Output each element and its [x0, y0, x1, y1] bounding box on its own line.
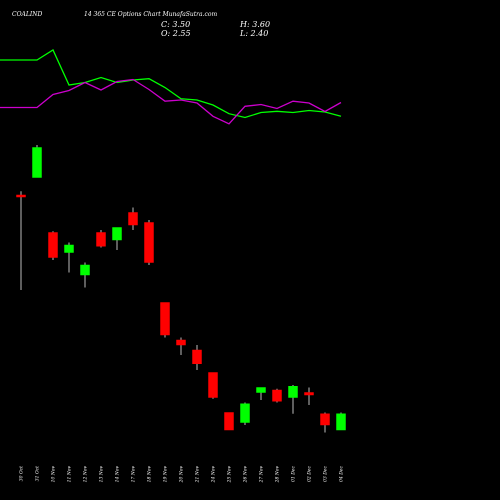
candle — [16, 191, 26, 290]
candle — [64, 242, 74, 273]
x-tick-label: 19 Nov — [163, 466, 169, 483]
x-tick-label: 12 Nov — [83, 466, 89, 483]
x-tick-label: 30 Oct — [19, 466, 25, 481]
open-value: O: 2.55 — [161, 29, 191, 38]
candle — [176, 337, 186, 355]
magenta-line — [0, 78, 342, 125]
candle — [96, 230, 106, 248]
x-tick-label: 17 Nov — [131, 466, 137, 483]
candle — [320, 412, 330, 433]
x-tick-label: 27 Nov — [259, 466, 265, 484]
x-tick-label: 11 Nov — [67, 466, 73, 483]
candle — [256, 387, 266, 400]
x-tick-label: 26 Nov — [243, 466, 249, 484]
candle-body — [16, 194, 26, 198]
candle-body — [96, 232, 106, 247]
x-tick-label: 20 Nov — [179, 466, 185, 484]
candle-body — [304, 392, 314, 396]
x-tick-label: 02 Dec — [307, 466, 313, 482]
x-tick-label: 10 Nov — [51, 466, 57, 483]
candle — [224, 412, 234, 431]
candle — [288, 385, 298, 414]
candle — [32, 145, 42, 178]
candle-body — [112, 227, 122, 241]
symbol-label: COALIND — [12, 11, 42, 18]
x-tick-label: 24 Nov — [211, 466, 217, 484]
chart-title: 14 365 CE Options Chart MunafaSutra.com — [84, 11, 218, 18]
candle-body — [48, 232, 58, 258]
candle — [192, 345, 202, 370]
x-tick-label: 25 Nov — [227, 466, 233, 484]
candle-body — [208, 372, 218, 398]
green-line — [0, 49, 342, 119]
x-axis-labels: 30 Oct 31 Oct 10 Nov 11 Nov 12 Nov 13 Nov 14 N… — [19, 466, 345, 484]
candle-body — [128, 212, 138, 226]
candles — [16, 145, 346, 433]
candle-body — [272, 389, 282, 402]
candle-body — [256, 387, 266, 393]
x-tick-label: 31 Oct — [35, 466, 41, 481]
candle-body — [240, 403, 250, 423]
candle-body — [144, 222, 154, 263]
candle — [128, 207, 138, 230]
candle-body — [288, 386, 298, 398]
candle-body — [176, 339, 186, 346]
x-tick-label: 03 Dec — [323, 466, 329, 482]
x-tick-label: 21 Nov — [195, 466, 201, 484]
candle-body — [336, 413, 346, 431]
x-tick-label: 01 Dec — [291, 466, 297, 482]
candle-body — [80, 264, 90, 276]
candle — [272, 388, 282, 403]
close-value: C: 3.50 — [161, 20, 190, 29]
high-value: H: 3.60 — [239, 20, 270, 29]
x-tick-label: 13 Nov — [99, 466, 105, 483]
candle — [160, 302, 170, 338]
candle-body — [320, 413, 330, 426]
candle — [240, 402, 250, 425]
candle-body — [64, 244, 74, 253]
candle — [48, 231, 58, 260]
candle — [304, 387, 314, 405]
candle-body — [192, 349, 202, 364]
x-tick-label: 18 Nov — [147, 466, 153, 483]
x-tick-label: 14 Nov — [115, 466, 121, 483]
low-value: L: 2.40 — [239, 29, 268, 38]
candle — [80, 262, 90, 288]
candle-body — [224, 412, 234, 431]
candle — [336, 412, 346, 431]
x-tick-label: 04 Dec — [339, 466, 345, 482]
candle-body — [32, 147, 42, 178]
candle — [208, 372, 218, 399]
candle — [112, 227, 122, 250]
candle-body — [160, 302, 170, 336]
x-tick-label: 28 Nov — [275, 466, 281, 484]
candle — [144, 220, 154, 265]
indicator-lines — [0, 49, 342, 125]
